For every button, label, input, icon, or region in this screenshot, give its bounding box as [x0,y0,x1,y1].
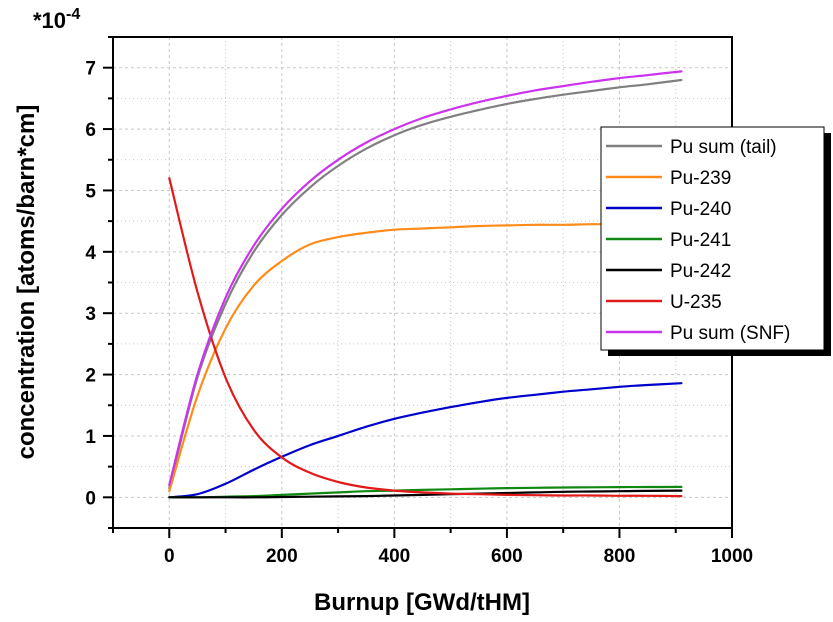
y-tick-label: 0 [85,488,96,509]
legend-label-pu-240: Pu-240 [670,199,731,220]
x-tick-label: 1000 [711,546,753,567]
y-axis-label: concentration [atoms/barn*cm] [13,105,40,460]
y-tick-label: 2 [85,366,96,387]
y-tick-label: 4 [85,243,96,264]
axis-ticks: 0 200 400 600 800 1000 0 1 2 3 4 5 6 7 [85,36,753,567]
series-line-pu-241 [168,485,683,499]
legend-label-pu-242: Pu-242 [670,261,731,282]
x-axis-label: Burnup [GWd/tHM] [314,589,530,616]
y-tick-label: 3 [85,304,96,325]
y-multiplier-base: *10 [33,8,66,33]
x-tick-label: 200 [266,546,298,567]
x-tick-label: 600 [491,546,523,567]
x-tick-label: 800 [604,546,636,567]
series-line-pu-sum-tail [168,78,683,490]
y-tick-label: 1 [85,427,96,448]
series-lines [168,70,683,499]
y-tick-label: 6 [85,120,96,141]
legend-label-pu-241: Pu-241 [670,230,731,251]
series-line-u-235 [168,177,683,498]
y-multiplier-exponent: -4 [66,6,80,23]
legend-label-pu-sum-snf: Pu sum (SNF) [670,323,790,344]
legend-label-pu-sum-tail: Pu sum (tail) [670,137,777,158]
x-tick-label: 0 [164,546,175,567]
y-multiplier: *10-4 [33,6,80,33]
x-tick-label: 400 [379,546,411,567]
series-line-pu-239 [168,222,683,493]
series-line-pu-240 [168,382,683,499]
legend: Pu sum (tail) Pu-239 Pu-240 Pu-241 Pu-242 U-2… [600,126,831,356]
legend-label-pu-239: Pu-239 [670,168,731,189]
legend-label-u-235: U-235 [670,292,722,313]
y-tick-label: 5 [85,181,96,202]
series-line-pu-242 [168,489,683,499]
series-line-pu-sum-snf [168,70,683,487]
y-tick-label: 7 [85,59,96,80]
